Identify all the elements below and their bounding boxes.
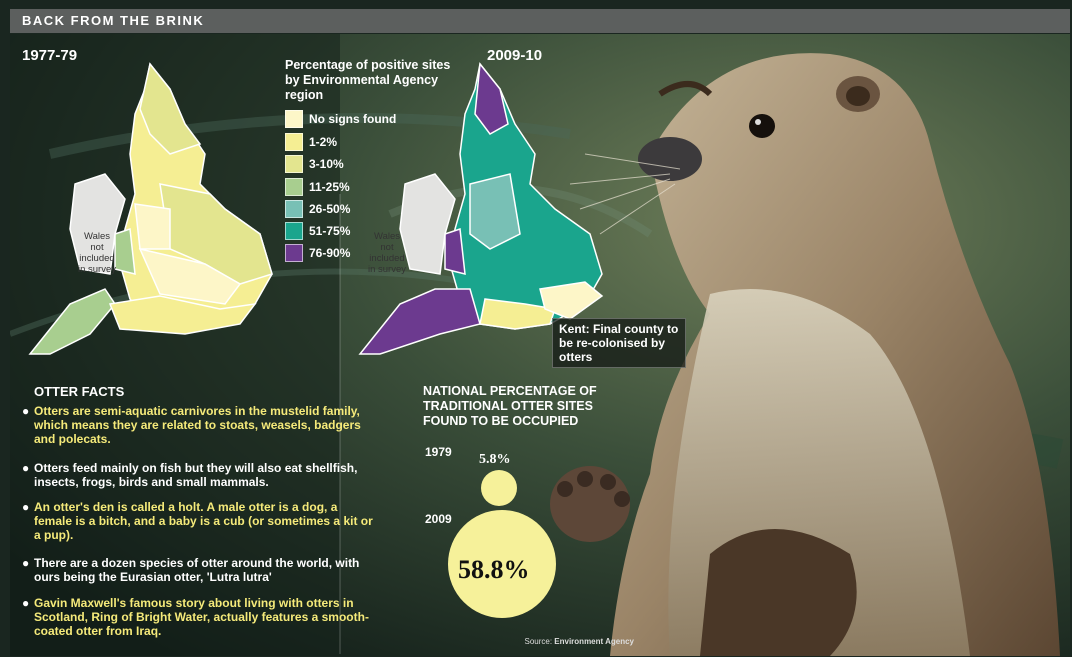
legend-swatch	[285, 244, 303, 262]
fact-item: ● An otter's den is called a holt. A male…	[22, 500, 373, 542]
map-2009	[358, 62, 604, 355]
wales-note-left: Wales not included in survey	[77, 231, 116, 275]
legend-item: 11-25%	[285, 176, 350, 198]
wales-note-right: Wales not included in survey	[367, 231, 406, 275]
legend-title: Percentage of positive sites by Environm…	[285, 58, 451, 102]
legend-item: 1-2%	[285, 131, 337, 153]
kent-annotation: Kent: Final county to be re-colonised by…	[552, 318, 686, 368]
circle-2009	[448, 510, 556, 618]
fact-item: ● Gavin Maxwell's famous story about livi…	[22, 596, 369, 638]
source-credit: Source: Environment Agency	[524, 637, 634, 646]
legend-item: 3-10%	[285, 153, 344, 175]
legend-item: 76-90%	[285, 242, 350, 264]
facts-title: OTTER FACTS	[34, 384, 125, 399]
legend-item: 51-75%	[285, 220, 350, 242]
fact-item: ● Otters feed mainly on fish but they wil…	[22, 461, 358, 489]
fact-item: ● Otters are semi-aquatic carnivores in t…	[22, 404, 361, 446]
period-2009-label: 2009-10	[487, 47, 543, 64]
period-1977-label: 1977-79	[22, 47, 78, 64]
fact-item: ● There are a dozen species of otter arou…	[22, 556, 360, 584]
year-2009-label: 2009	[425, 512, 452, 526]
value-1979: 5.8%	[479, 452, 511, 467]
map-1977	[28, 62, 273, 355]
legend-swatch	[285, 222, 303, 240]
legend-swatch	[285, 200, 303, 218]
year-1979-label: 1979	[425, 445, 452, 459]
legend-swatch	[285, 155, 303, 173]
legend-swatch	[285, 110, 303, 128]
legend-swatch	[285, 133, 303, 151]
legend-item: 26-50%	[285, 198, 350, 220]
legend-item: No signs found	[285, 108, 396, 130]
circle-1979	[481, 470, 517, 506]
page-title: BACK FROM THE BRINK	[10, 9, 1070, 33]
legend-swatch	[285, 178, 303, 196]
value-2009: 58.8%	[458, 555, 530, 584]
national-title: NATIONAL PERCENTAGE OF TRADITIONAL OTTER…	[423, 384, 597, 428]
